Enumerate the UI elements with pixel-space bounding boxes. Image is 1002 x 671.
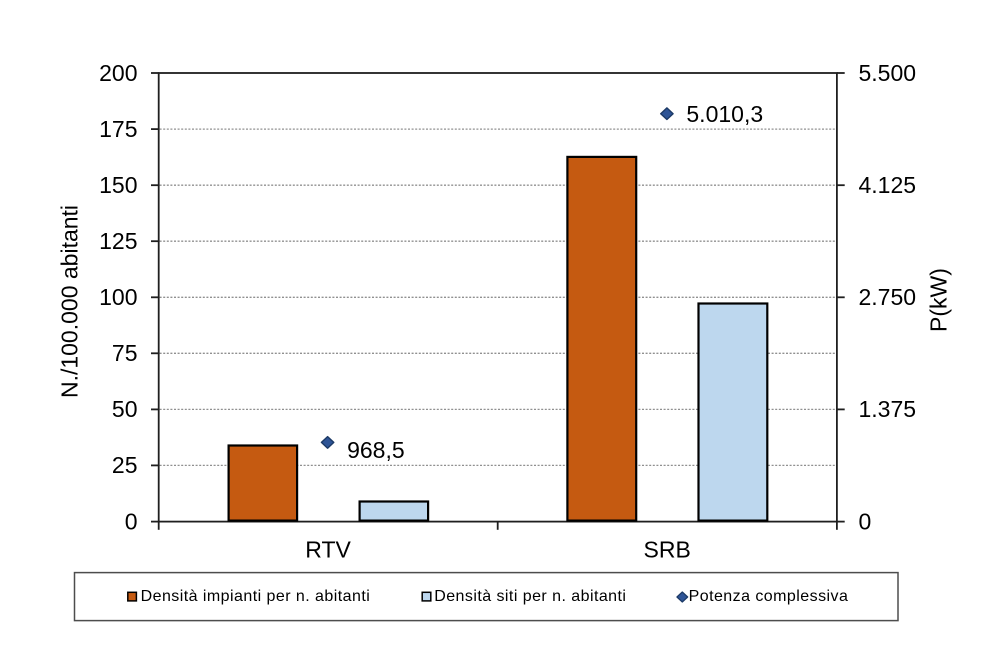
svg-text:Potenza complessiva: Potenza complessiva bbox=[689, 588, 849, 605]
svg-text:RTV: RTV bbox=[305, 537, 351, 563]
svg-text:5.500: 5.500 bbox=[859, 60, 917, 86]
svg-text:1.375: 1.375 bbox=[859, 396, 917, 422]
svg-text:25: 25 bbox=[112, 452, 138, 478]
svg-text:2.750: 2.750 bbox=[859, 284, 917, 310]
svg-text:125: 125 bbox=[99, 228, 137, 254]
svg-text:200: 200 bbox=[99, 60, 137, 86]
svg-text:N./100.000 abitanti: N./100.000 abitanti bbox=[57, 205, 83, 398]
svg-text:75: 75 bbox=[112, 340, 138, 366]
svg-text:50: 50 bbox=[112, 396, 138, 422]
svg-text:175: 175 bbox=[99, 116, 137, 142]
svg-text:150: 150 bbox=[99, 172, 137, 198]
svg-text:4.125: 4.125 bbox=[859, 172, 917, 198]
svg-text:100: 100 bbox=[99, 284, 137, 310]
svg-text:5.010,3: 5.010,3 bbox=[686, 101, 763, 127]
svg-text:SRB: SRB bbox=[644, 537, 691, 563]
svg-text:P(kW): P(kW) bbox=[926, 268, 952, 332]
svg-text:Densità siti per n. abitanti: Densità siti per n. abitanti bbox=[434, 588, 626, 605]
svg-text:0: 0 bbox=[125, 508, 138, 534]
svg-text:968,5: 968,5 bbox=[347, 437, 405, 463]
svg-text:Densità impianti per n. abitan: Densità impianti per n. abitanti bbox=[141, 588, 371, 605]
svg-text:0: 0 bbox=[859, 508, 872, 534]
